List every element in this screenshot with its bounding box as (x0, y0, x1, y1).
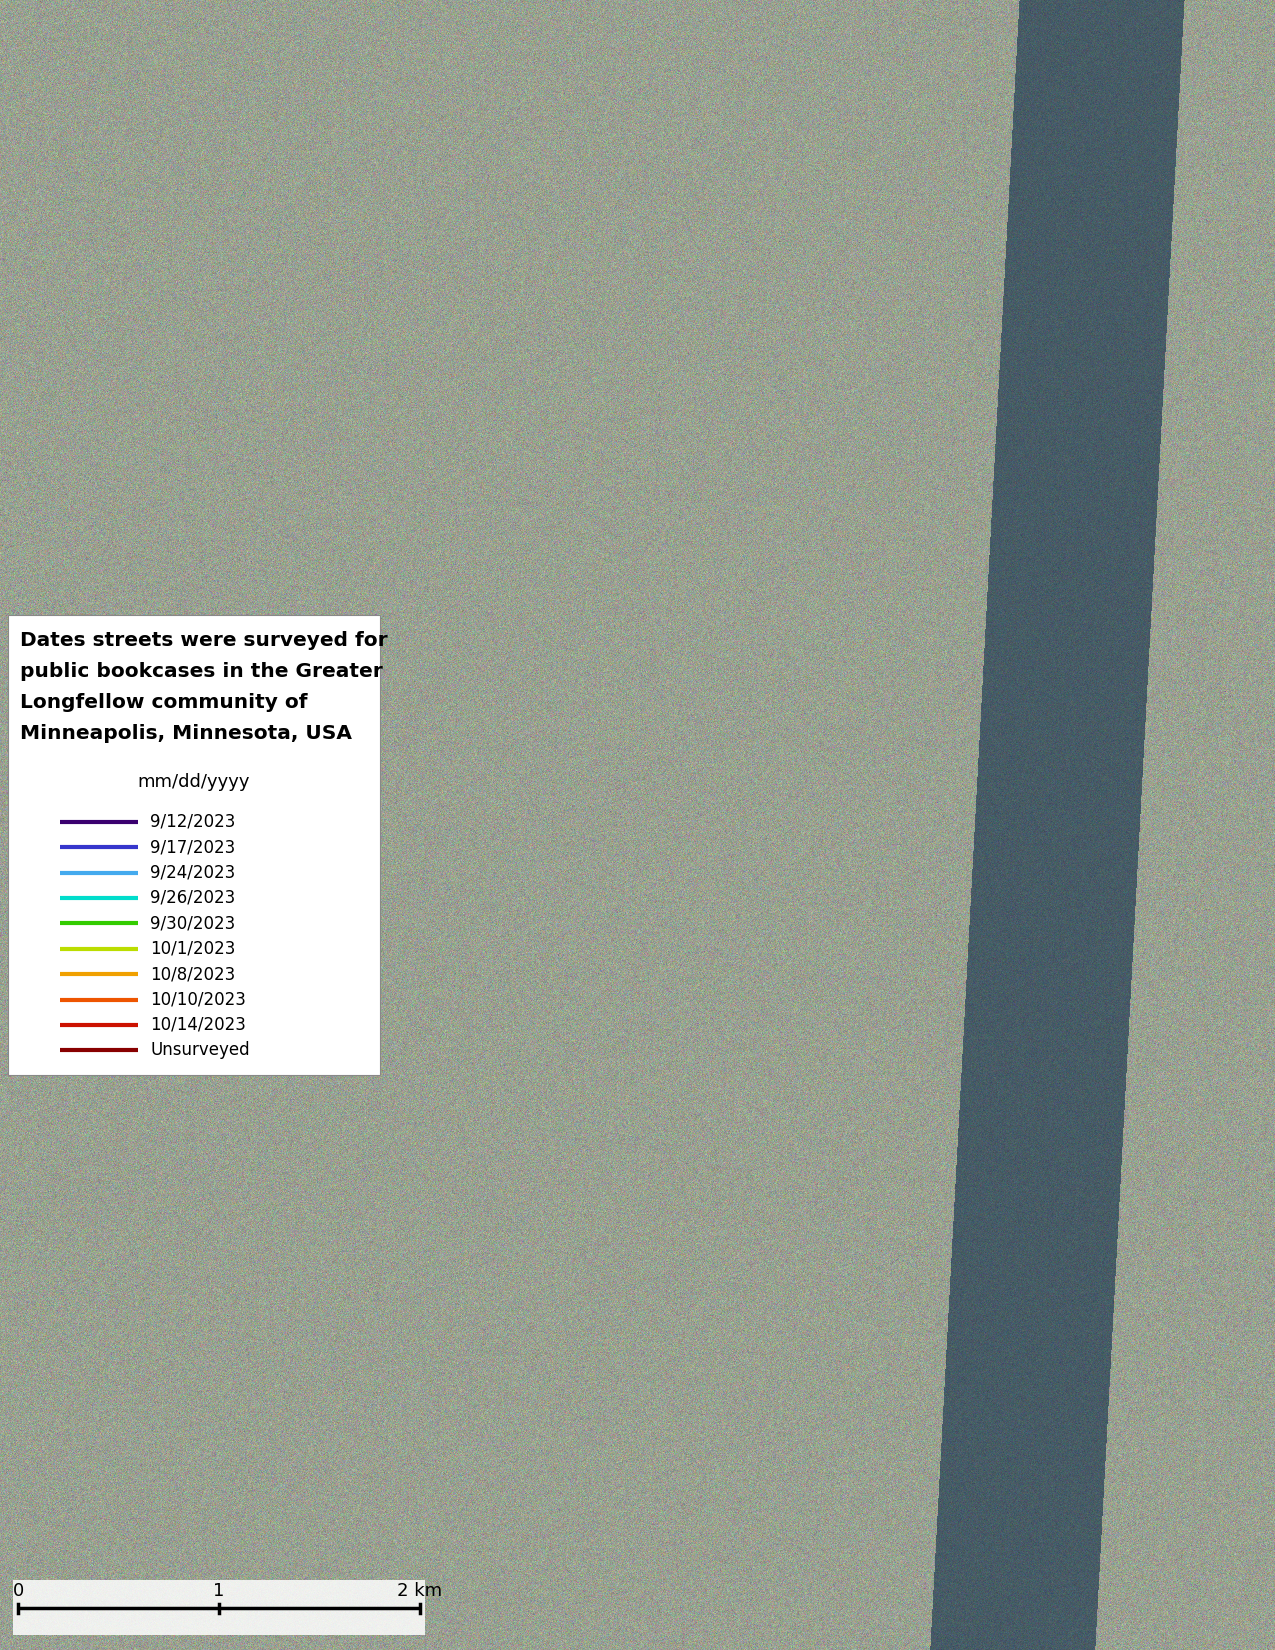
Text: Unsurveyed: Unsurveyed (150, 1041, 250, 1059)
Text: mm/dd/yyyy: mm/dd/yyyy (138, 772, 250, 790)
Text: 9/30/2023: 9/30/2023 (150, 914, 236, 932)
Text: 0: 0 (13, 1581, 24, 1599)
Text: 1: 1 (213, 1581, 224, 1599)
Text: 2 km: 2 km (398, 1581, 442, 1599)
Text: 10/10/2023: 10/10/2023 (150, 990, 246, 1008)
Text: 9/24/2023: 9/24/2023 (150, 863, 236, 881)
Text: 10/14/2023: 10/14/2023 (150, 1016, 246, 1035)
Text: 10/8/2023: 10/8/2023 (150, 965, 236, 983)
Text: Dates streets were surveyed for: Dates streets were surveyed for (20, 630, 388, 650)
Text: public bookcases in the Greater: public bookcases in the Greater (20, 662, 382, 681)
Bar (8, 615, 380, 1076)
Text: 9/17/2023: 9/17/2023 (150, 838, 236, 856)
Text: 10/1/2023: 10/1/2023 (150, 940, 236, 957)
Text: 9/12/2023: 9/12/2023 (150, 813, 236, 830)
Text: Longfellow community of: Longfellow community of (20, 693, 307, 713)
Text: Minneapolis, Minnesota, USA: Minneapolis, Minnesota, USA (20, 724, 352, 742)
Text: 9/26/2023: 9/26/2023 (150, 889, 236, 908)
Bar (13, 1581, 425, 1635)
